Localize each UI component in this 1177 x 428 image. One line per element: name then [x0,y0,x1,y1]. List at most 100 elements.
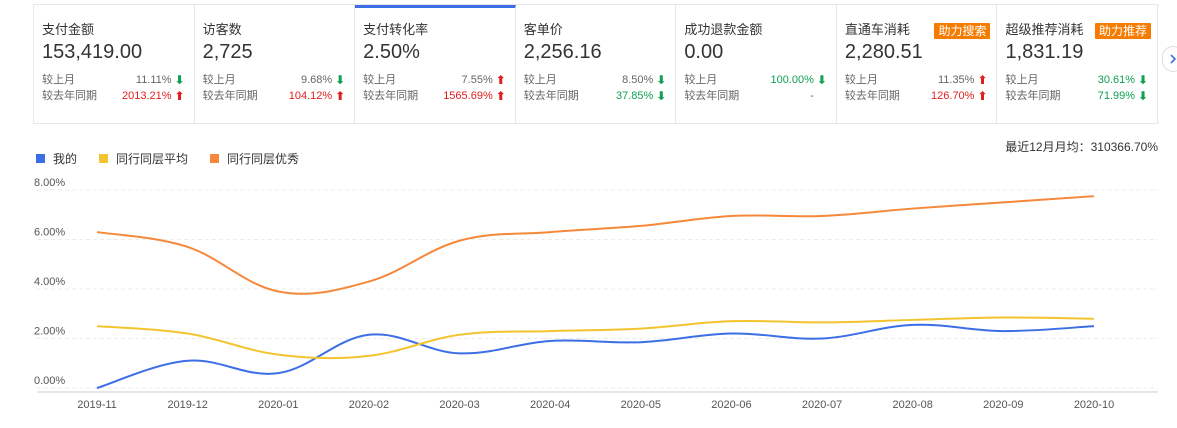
x-tick-label: 2020-05 [621,399,661,411]
x-tick-label: 2020-06 [711,399,751,411]
comparison-value: 11.11% [135,74,172,86]
comparison-row: 较上月 30.61% ⬇ [1005,72,1149,88]
metric-title: 支付金额 [42,22,95,37]
x-tick-label: 2019-11 [77,399,117,411]
comparison-label: 较上月 [844,74,878,86]
metric-value: 2,256.16 [523,41,602,63]
comparison-label: 较去年同期 [684,90,740,102]
y-tick-label: 8.00% [34,177,65,189]
metric-card[interactable]: 访客数 2,725 较上月 9.68% ⬇ 较去年同期 104.12% ⬆ [195,5,356,123]
legend-label: 同行同层平均 [116,152,189,166]
legend-swatch [36,154,45,163]
comparison-value: 126.70% [931,90,975,102]
comparison-row: 较上月 11.35% ⬆ [845,72,989,88]
y-tick-label: 6.00% [34,227,65,239]
comparison-label: 较上月 [684,74,718,86]
metric-cards: 支付金额 153,419.00 较上月 11.11% ⬇ 较去年同期 2013.21% ⬆ 访客… [33,4,1158,124]
metric-value: 153,419.00 [42,41,143,63]
arrow-down-icon: ⬇ [174,73,185,87]
boost-badge-button[interactable]: 助力推荐 [1095,23,1152,39]
metric-title: 客单价 [523,22,563,37]
scroll-next-button[interactable] [1162,46,1177,72]
series-line-2 [96,316,1095,360]
x-tick-label: 2020-08 [893,399,933,411]
comparison-row: 较上月 7.55% ⬆ [363,72,507,88]
comparison-row: 较上月 8.50% ⬇ [524,72,668,88]
metric-card[interactable]: 超级推荐消耗 1,831.19 助力推荐较上月 30.61% ⬇ 较去年同期 71.99% ⬇ [997,5,1157,123]
comparison-value: 2013.21% [122,90,172,102]
metric-card[interactable]: 支付金额 153,419.00 较上月 11.11% ⬇ 较去年同期 2013.21% ⬆ [34,5,195,123]
arrow-down-icon: ⬇ [656,73,667,87]
comparison-label: 较上月 [523,74,557,86]
arrow-down-icon: ⬇ [656,89,667,103]
series-line-3 [96,195,1095,295]
comparison-value: 100.00% [770,74,814,86]
arrow-down-icon: ⬇ [1138,73,1149,87]
chevron-right-icon [1170,54,1177,64]
chart-legend: 我的 同行同层平均 同行同层优秀 [36,150,321,167]
comparison-value: - [810,90,814,102]
arrow-up-icon: ⬆ [335,89,346,103]
metric-title: 直通车消耗 [844,22,910,37]
arrow-down-icon: ⬇ [335,73,346,87]
comparison-label: 较去年同期 [1005,90,1061,102]
arrow-up-icon: ⬆ [977,89,988,103]
legend-item[interactable]: 同行同层平均 [99,150,188,167]
metric-value: 1,831.19 [1005,41,1084,63]
comparison-row: 较上月 9.68% ⬇ [203,72,347,88]
comparison-row: 较去年同期 104.12% ⬆ [203,88,347,104]
x-tick-label: 2020-04 [530,399,570,411]
comparison-label: 较上月 [1005,74,1039,86]
y-tick-label: 0.00% [34,375,65,387]
legend-label: 同行同层优秀 [227,152,300,166]
comparison-value: 1565.69% [443,90,493,102]
x-tick-label: 2020-07 [802,399,842,411]
metric-value: 2,280.51 [844,41,923,63]
arrow-up-icon: ⬆ [495,73,506,87]
x-tick-label: 2020-10 [1074,399,1114,411]
comparison-label: 较去年同期 [844,90,900,102]
arrow-up-icon: ⬆ [977,73,988,87]
comparison-label: 较上月 [202,74,236,86]
series-line-1 [96,323,1095,389]
legend-label: 我的 [53,152,78,166]
boost-badge-button[interactable]: 助力搜索 [934,23,991,39]
arrow-up-icon: ⬆ [174,89,185,103]
legend-item[interactable]: 我的 [36,150,77,167]
comparison-value: 8.50% [622,74,654,86]
y-tick-label: 2.00% [34,326,65,338]
x-tick-label: 2020-09 [983,399,1023,411]
comparison-row: 较去年同期 126.70% ⬆ [845,88,989,104]
monthly-average-text: 最近12月月均：310366.70% [1005,140,1158,154]
arrow-down-icon: ⬇ [816,73,827,87]
comparison-row: 较去年同期 37.85% ⬇ [524,88,668,104]
metric-value: 0.00 [684,41,724,63]
comparison-value: 7.55% [461,74,493,86]
comparison-value: 71.99% [1097,90,1136,102]
comparison-value: 11.35% [937,74,975,86]
legend-swatch [210,154,220,163]
comparison-value: 37.85% [616,90,654,102]
x-tick-label: 2020-01 [258,399,298,411]
metric-title: 访客数 [202,22,242,37]
x-tick-label: 2020-03 [439,399,479,411]
x-tick-label: 2020-02 [349,399,389,411]
comparison-value: 104.12% [288,90,333,102]
metric-value: 2.50% [363,41,420,63]
metric-card[interactable]: 客单价 2,256.16 较上月 8.50% ⬇ 较去年同期 37.85% ⬇ [516,5,677,123]
comparison-label: 较去年同期 [523,90,579,102]
legend-item[interactable]: 同行同层优秀 [210,150,299,167]
comparison-value: 30.61% [1097,74,1136,86]
comparison-label: 较去年同期 [363,90,419,102]
metric-card[interactable]: 直通车消耗 2,280.51 助力搜索较上月 11.35% ⬆ 较去年同期 126.70% ⬆ [837,5,998,123]
comparison-label: 较上月 [363,74,397,86]
comparison-label: 较去年同期 [42,90,97,102]
metric-title: 超级推荐消耗 [1005,22,1084,37]
metric-card[interactable]: 成功退款金额 0.00 较上月 100.00% ⬇ 较去年同期 - [676,5,837,123]
comparison-label: 较上月 [42,74,75,86]
metric-card[interactable]: 支付转化率 2.50% 较上月 7.55% ⬆ 较去年同期 1565.69% ⬆ [355,5,516,123]
comparison-row: 较去年同期 - [684,88,828,104]
metric-title: 成功退款金额 [684,22,763,37]
arrow-up-icon: ⬆ [495,89,506,103]
